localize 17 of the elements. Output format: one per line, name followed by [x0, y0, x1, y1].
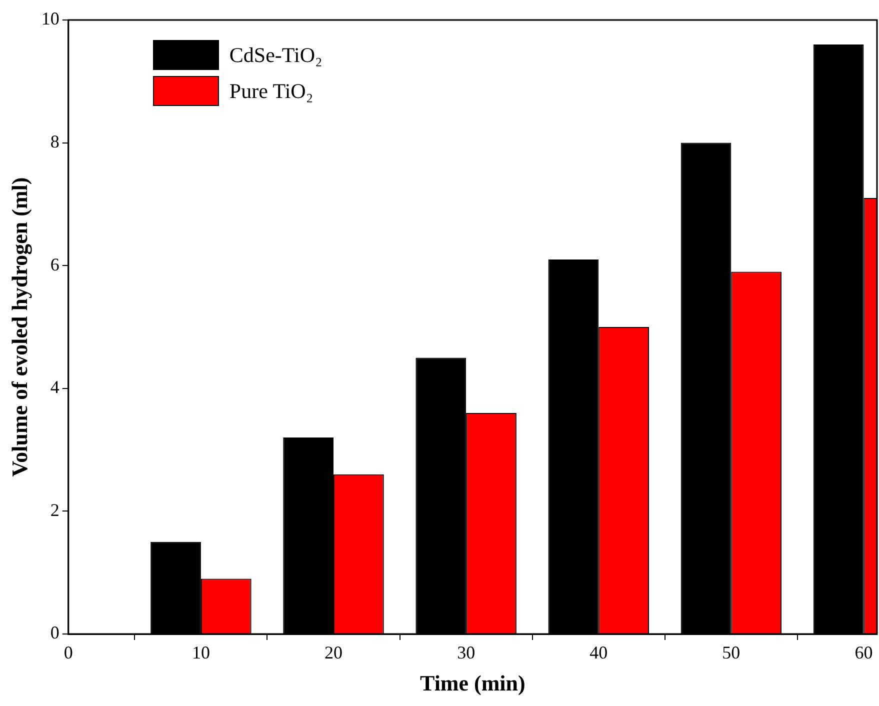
legend-label: Pure TiO₂ [229, 78, 314, 104]
legend-label: CdSe-TiO₂ [229, 42, 322, 68]
x-tick-label: 30 [457, 642, 476, 663]
x-tick-label: 60 [854, 642, 873, 663]
y-tick-label: 4 [50, 377, 60, 398]
x-tick-label: 20 [324, 642, 343, 663]
x-tick-label: 0 [64, 642, 73, 663]
y-tick-label: 0 [50, 622, 60, 643]
x-tick-label: 50 [722, 642, 740, 663]
x-axis-title: Time (min) [420, 670, 526, 696]
y-tick-label: 2 [50, 500, 60, 520]
x-tick-label: 10 [192, 642, 210, 663]
y-tick-label: 10 [41, 8, 60, 29]
y-tick-label: 6 [50, 254, 60, 274]
x-tick-label: 40 [590, 642, 608, 663]
y-axis-title: Volume of evoled hydrogen (ml) [6, 177, 32, 477]
y-tick-label: 8 [50, 132, 60, 152]
